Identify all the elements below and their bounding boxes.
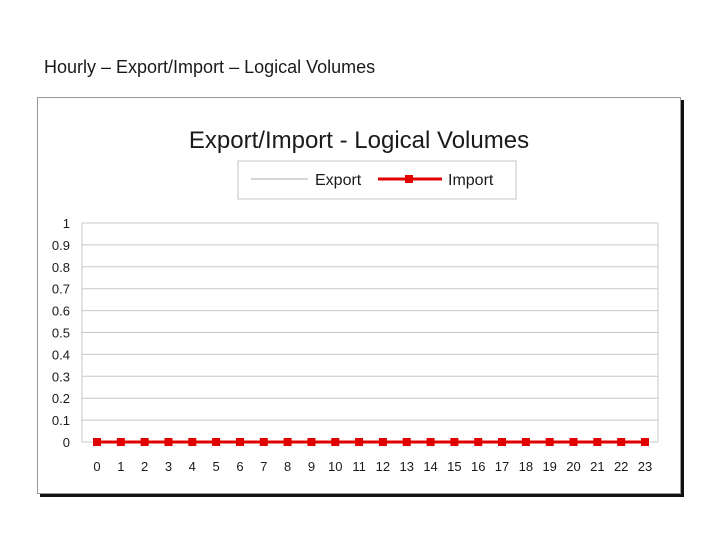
y-tick-label: 0.3 <box>52 369 70 384</box>
legend-import-marker <box>405 175 413 183</box>
x-tick-label: 19 <box>542 459 556 474</box>
y-tick-label: 0.8 <box>52 260 70 275</box>
y-tick-label: 0.7 <box>52 282 70 297</box>
data-point-import <box>355 438 364 446</box>
y-tick-label: 0.4 <box>52 347 70 362</box>
x-tick-label: 10 <box>328 459 342 474</box>
data-point-import <box>212 438 221 446</box>
data-point-import <box>474 438 483 446</box>
x-tick-label: 23 <box>638 459 652 474</box>
legend-import-label: Import <box>448 172 494 189</box>
data-point-import <box>283 438 292 446</box>
data-point-import <box>498 438 507 446</box>
line-chart: Export/Import - Logical Volumes Export I… <box>52 127 659 474</box>
chart-title: Export/Import - Logical Volumes <box>189 127 529 154</box>
data-point-import <box>140 438 149 446</box>
chart-legend: Export Import <box>237 160 517 200</box>
y-tick-label: 0.5 <box>52 326 70 341</box>
data-point-import <box>569 438 578 446</box>
x-tick-label: 15 <box>447 459 461 474</box>
chart-grid <box>81 222 659 443</box>
x-tick-label: 5 <box>213 459 220 474</box>
y-tick-label: 0 <box>63 435 70 450</box>
x-tick-label: 9 <box>308 459 315 474</box>
data-point-import <box>545 438 554 446</box>
x-tick-label: 11 <box>352 459 366 474</box>
y-tick-label: 1 <box>63 216 70 231</box>
data-point-import <box>307 438 316 446</box>
y-tick-label: 0.6 <box>52 304 70 319</box>
x-tick-label: 20 <box>566 459 580 474</box>
data-point-import <box>641 438 649 446</box>
x-tick-label: 18 <box>519 459 533 474</box>
x-tick-label: 0 <box>93 459 100 474</box>
data-point-import <box>116 438 125 446</box>
data-point-import <box>426 438 435 446</box>
chart-container: Export/Import - Logical Volumes Export I… <box>37 97 681 494</box>
data-point-import <box>93 438 101 446</box>
slide-title: Hourly – Export/Import – Logical Volumes <box>44 57 376 77</box>
data-point-import <box>378 438 387 446</box>
x-tick-label: 17 <box>495 459 509 474</box>
data-point-import <box>617 438 626 446</box>
x-tick-label: 21 <box>590 459 604 474</box>
x-tick-label: 13 <box>400 459 414 474</box>
x-tick-label: 7 <box>260 459 267 474</box>
x-tick-label: 1 <box>117 459 124 474</box>
x-tick-label: 22 <box>614 459 628 474</box>
data-point-import <box>450 438 459 446</box>
data-point-import <box>593 438 602 446</box>
data-point-import <box>188 438 197 446</box>
data-point-import <box>164 438 173 446</box>
y-axis: 0 0.1 0.2 0.3 0.4 0.5 0.6 0.7 0.8 0.9 1 <box>52 216 70 450</box>
data-point-import <box>402 438 411 446</box>
x-tick-label: 16 <box>471 459 485 474</box>
data-point-import <box>521 438 530 446</box>
data-point-import <box>331 438 340 446</box>
x-tick-label: 4 <box>189 459 196 474</box>
y-tick-label: 0.1 <box>52 413 70 428</box>
x-tick-label: 8 <box>284 459 291 474</box>
y-tick-label: 0.9 <box>52 238 70 253</box>
x-tick-label: 6 <box>236 459 243 474</box>
legend-box <box>237 160 517 200</box>
y-tick-label: 0.2 <box>52 391 70 406</box>
x-tick-label: 14 <box>423 459 437 474</box>
x-tick-label: 12 <box>376 459 390 474</box>
data-point-import <box>235 438 244 446</box>
x-tick-label: 2 <box>141 459 148 474</box>
x-tick-label: 3 <box>165 459 172 474</box>
data-point-import <box>259 438 268 446</box>
chart-series <box>93 438 649 446</box>
x-axis: 0 1 2 3 4 5 6 7 8 9 10 11 12 13 14 15 16 17 18 19 20 21 22 23 <box>93 459 652 474</box>
legend-export-label: Export <box>315 172 362 189</box>
